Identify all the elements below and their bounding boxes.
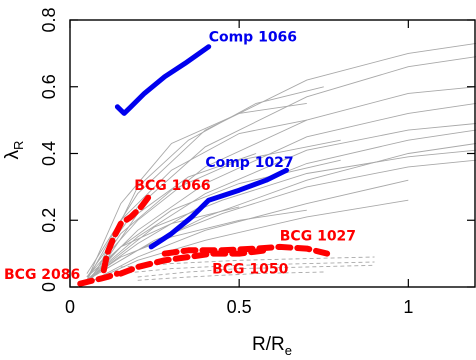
y-tick-label-1: 0.2 xyxy=(39,208,59,233)
background-profile-8 xyxy=(86,179,409,285)
y-tick-label-0: 0 xyxy=(39,282,59,292)
background-profile-3 xyxy=(86,86,476,278)
y-tick-label-4: 0.8 xyxy=(39,7,59,32)
series-label-bcg-1050: BCG 1050 xyxy=(212,262,289,278)
series-label-bcg-1066: BCG 1066 xyxy=(134,178,210,194)
x-axis-label-main: R/R xyxy=(252,334,285,355)
background-profile-19 xyxy=(86,209,307,281)
x-tick-label-0: 0 xyxy=(65,297,75,317)
x-tick-label-2: 1 xyxy=(403,297,413,317)
y-axis-label-main: λ xyxy=(2,149,23,159)
x-axis-label: R/Re xyxy=(252,334,292,358)
y-tick-label-3: 0.6 xyxy=(39,74,59,99)
series-labels: Comp 1066 Comp 1027 BCG 1066 BCG 1027 BCG 10… xyxy=(4,30,356,283)
series-line-bcg-1027 xyxy=(161,243,331,257)
background-profile-1 xyxy=(86,42,476,274)
x-axis-label-subscript: e xyxy=(285,343,292,358)
series-line-comp-1066 xyxy=(114,44,212,116)
series-label-bcg-2086: BCG 2086 xyxy=(4,267,80,283)
background-profile-14 xyxy=(96,86,324,271)
x-tick-label-1: 0.5 xyxy=(227,297,252,317)
series-line-bcg-1066 xyxy=(100,190,155,274)
background-profile-16 xyxy=(103,149,476,268)
series-label-comp-1027: Comp 1027 xyxy=(205,155,293,171)
background-dashed-profile-3 xyxy=(137,264,375,278)
background-profile-9 xyxy=(86,199,409,285)
series-line-bcg-1050 xyxy=(117,247,270,277)
background-profile-10 xyxy=(86,102,307,281)
y-tick-label-2: 0.4 xyxy=(39,141,59,166)
series-line-comp-1027 xyxy=(148,167,289,250)
background-profile-5 xyxy=(86,123,476,281)
background-profile-4 xyxy=(86,102,476,281)
axis-ticks: 0 0.5 1 0 0.2 0.4 0.6 0.8 xyxy=(39,7,475,317)
background-profile-15 xyxy=(96,153,257,274)
background-dashed-profile-4 xyxy=(137,271,324,281)
series-line-bcg-2086 xyxy=(77,270,121,287)
y-axis-label-subscript: R xyxy=(11,141,26,150)
y-axis-label: λR xyxy=(2,141,26,160)
highlighted-series xyxy=(77,44,331,287)
background-profile-17 xyxy=(103,159,476,271)
series-label-bcg-1027: BCG 1027 xyxy=(280,228,356,244)
series-label-comp-1066: Comp 1066 xyxy=(209,30,297,46)
